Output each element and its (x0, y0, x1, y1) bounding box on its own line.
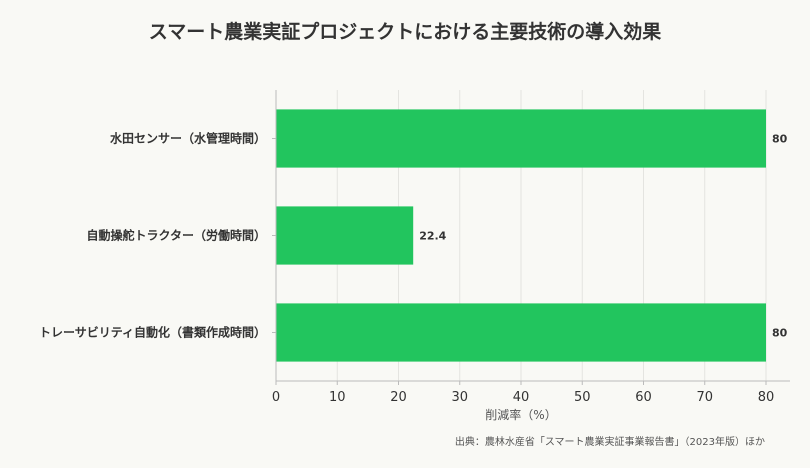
category-label: 水田センサー（水管理時間） (110, 131, 266, 146)
x-axis-title: 削減率（%） (485, 407, 556, 422)
x-tick-label: 20 (390, 390, 407, 405)
category-labels: 水田センサー（水管理時間） 自動操舵トラクター（労働時間） トレーサビリティ自動化（… (39, 131, 276, 340)
value-label: 80 (772, 133, 788, 146)
x-axis-ticks: 0 10 20 30 40 50 60 70 80 (272, 381, 774, 405)
bar (276, 206, 414, 265)
value-label: 80 (772, 327, 788, 340)
bar (276, 303, 766, 362)
x-tick-label: 80 (758, 390, 775, 405)
value-label: 22.4 (419, 230, 446, 243)
bar (276, 109, 766, 168)
category-label: 自動操舵トラクター（労働時間） (86, 228, 266, 243)
x-tick-label: 40 (513, 390, 530, 405)
x-tick-label: 30 (451, 390, 468, 405)
x-tick-label: 70 (696, 390, 713, 405)
category-label: トレーサビリティ自動化（書類作成時間） (39, 325, 266, 340)
x-tick-label: 0 (272, 390, 280, 405)
value-labels: 80 22.4 80 (419, 133, 787, 340)
source-note: 出典：農林水産省「スマート農業実証事業報告書」（2023年版）ほか (455, 435, 765, 448)
chart-title: スマート農業実証プロジェクトにおける主要技術の導入効果 (149, 20, 661, 43)
x-tick-label: 50 (574, 390, 591, 405)
bars (276, 109, 766, 362)
x-tick-label: 10 (329, 390, 346, 405)
x-tick-label: 60 (635, 390, 652, 405)
